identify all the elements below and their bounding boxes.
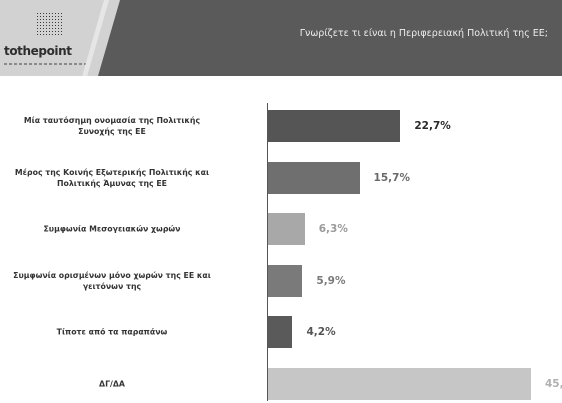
category-label-line: Συμφωνία ορισμένων μόνο χωρών της ΕΕ και xyxy=(13,270,211,280)
category-label-line: Συνοχής της ΕΕ xyxy=(78,127,146,136)
category-axis-line xyxy=(267,103,268,401)
category-label: ΔΓ/ΔΑ xyxy=(0,379,262,390)
category-label-line: Τίποτε από τα παραπάνω xyxy=(56,327,168,337)
category-label: Τίποτε από τα παραπάνω xyxy=(0,327,262,338)
logo-grid-icon xyxy=(37,11,63,37)
value-label: 22,7% xyxy=(414,120,451,132)
value-label: 4,2% xyxy=(306,326,336,339)
category-label: Μία ταυτόσημη ονομασία της Πολιτικής Συνο… xyxy=(0,115,262,137)
bar xyxy=(268,110,401,142)
value-label: 45,1% xyxy=(545,378,562,390)
category-label: Μέρος της Κοινής Εξωτερικής Πολιτικής κα… xyxy=(0,167,262,189)
value-label: 5,9% xyxy=(316,274,346,287)
chart-title: Γνωρίζετε τι είναι η Περιφερειακή Πολιτι… xyxy=(299,28,548,39)
bar xyxy=(268,368,531,400)
category-label: Συμφωνία Μεσογειακών χωρών xyxy=(0,224,262,235)
brand-tagline-icon xyxy=(4,63,90,65)
category-label-line: γειτόνων της xyxy=(82,281,142,291)
bar xyxy=(268,161,360,194)
brand-logo: tothepoint xyxy=(4,44,72,58)
bar xyxy=(268,264,303,297)
category-label-line: Μέρος της Κοινής Εξωτερικής Πολιτικής κα… xyxy=(14,167,210,177)
value-label: 6,3% xyxy=(318,223,348,236)
category-label-line: ΔΓ/ΔΑ xyxy=(99,379,125,389)
value-label: 15,7% xyxy=(373,171,410,184)
category-label-line: Συμφωνία Μεσογειακών χωρών xyxy=(43,224,181,234)
header-banner: tothepoint Γνωρίζετε τι είναι η Περιφερε… xyxy=(0,0,562,76)
category-label-line: Πολιτικής Άμυνας της ΕΕ xyxy=(56,178,168,188)
category-label-line: Μία ταυτόσημη ονομασία της Πολιτικής xyxy=(23,116,201,125)
category-label: Συμφωνία ορισμένων μόνο χωρών της ΕΕ και… xyxy=(0,270,262,292)
bar xyxy=(268,213,305,246)
bar xyxy=(268,316,293,349)
